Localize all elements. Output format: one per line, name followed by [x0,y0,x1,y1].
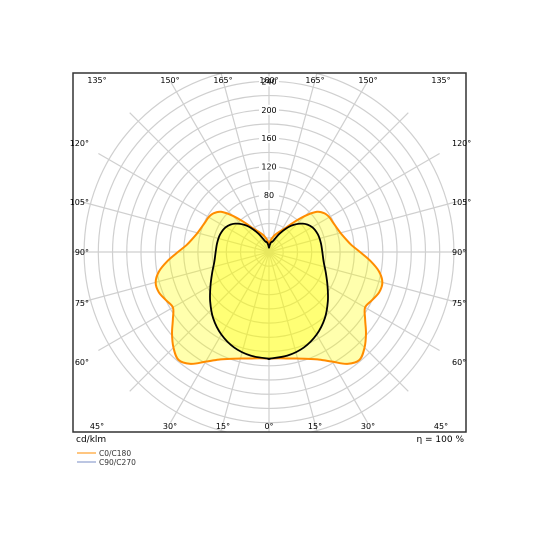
radial-tick-label: 200 [261,106,276,115]
angle-label-bottom: 45° [90,422,104,431]
legend-label-c0-c180: C0/C180 [99,449,131,458]
polar-grid [73,73,466,432]
grid-spoke [78,251,270,304]
angle-label-top: 135° [87,76,106,85]
legend-label-c90-c270: C90/C270 [99,458,136,467]
grid-spoke [268,81,369,253]
grid-spoke [98,251,270,352]
angle-label-left: 90° [75,248,89,257]
angle-label-bottom: 30° [163,422,177,431]
grid-spoke [129,251,270,392]
angle-label-right: 60° [452,358,466,367]
plot-frame [72,72,467,433]
angle-label-top: 165° [213,76,232,85]
radial-tick-bg [259,161,279,172]
angle-label-top: 150° [160,76,179,85]
angle-label-top: 135° [431,76,450,85]
grid-spoke [268,251,440,352]
grid-spoke [98,152,270,253]
angle-label-bottom: 0° [264,422,273,431]
grid-spoke [129,112,270,253]
angle-label-left: 75° [75,299,89,308]
angle-label-bottom: 15° [216,422,230,431]
angle-label-left: 60° [75,358,89,367]
radial-tick-bg [259,190,279,201]
grid-spoke [169,251,270,423]
angle-label-left: 105° [70,198,89,207]
radial-tick-bg [259,76,279,87]
series-fill-1 [209,223,329,360]
radial-tick-labels: 80 120 160 200 240 [259,76,279,201]
radial-tick-label: 120 [261,163,276,172]
angle-label-right: 75° [452,299,466,308]
angle-label-left: 120° [70,139,89,148]
grid-spoke [268,251,369,423]
angle-label-top: 150° [358,76,377,85]
angle-tick-labels: 135° 150° 165° 180° 165° 150° 135° 45° 30° 15° 0° 1… [70,76,472,431]
radial-tick-bg [259,104,279,115]
grid-spoke [220,73,270,253]
grid-spoke [78,200,270,253]
angle-label-bottom: 45° [434,422,448,431]
radial-tick-bg [259,133,279,144]
grid-spoke [268,251,409,392]
radial-tick-label: 160 [261,134,276,143]
grid-spoke [220,251,270,432]
radial-tick-label: 240 [261,77,276,86]
angle-label-right: 90° [452,248,466,257]
radial-tick-label: 80 [264,191,274,200]
grid-spoke [268,251,460,304]
angle-label-right: 120° [452,139,471,148]
grid-spoke [169,81,270,253]
angle-label-bottom: 15° [308,422,322,431]
intensity-curves [154,210,384,365]
series-fill-0 [155,211,383,364]
grid-spoke [268,73,318,253]
grid-spoke [268,200,460,253]
grid-spoke [268,112,409,253]
angle-label-bottom: 30° [361,422,375,431]
unit-label: cd/klm [76,435,106,445]
angle-label-top: 180° [259,76,278,85]
grid-spoke [268,152,440,253]
efficiency-label: η = 100 % [416,435,464,445]
series-line-1 [209,222,329,360]
grid-spoke [268,251,318,432]
angle-label-top: 165° [305,76,324,85]
angle-label-right: 105° [452,198,471,207]
